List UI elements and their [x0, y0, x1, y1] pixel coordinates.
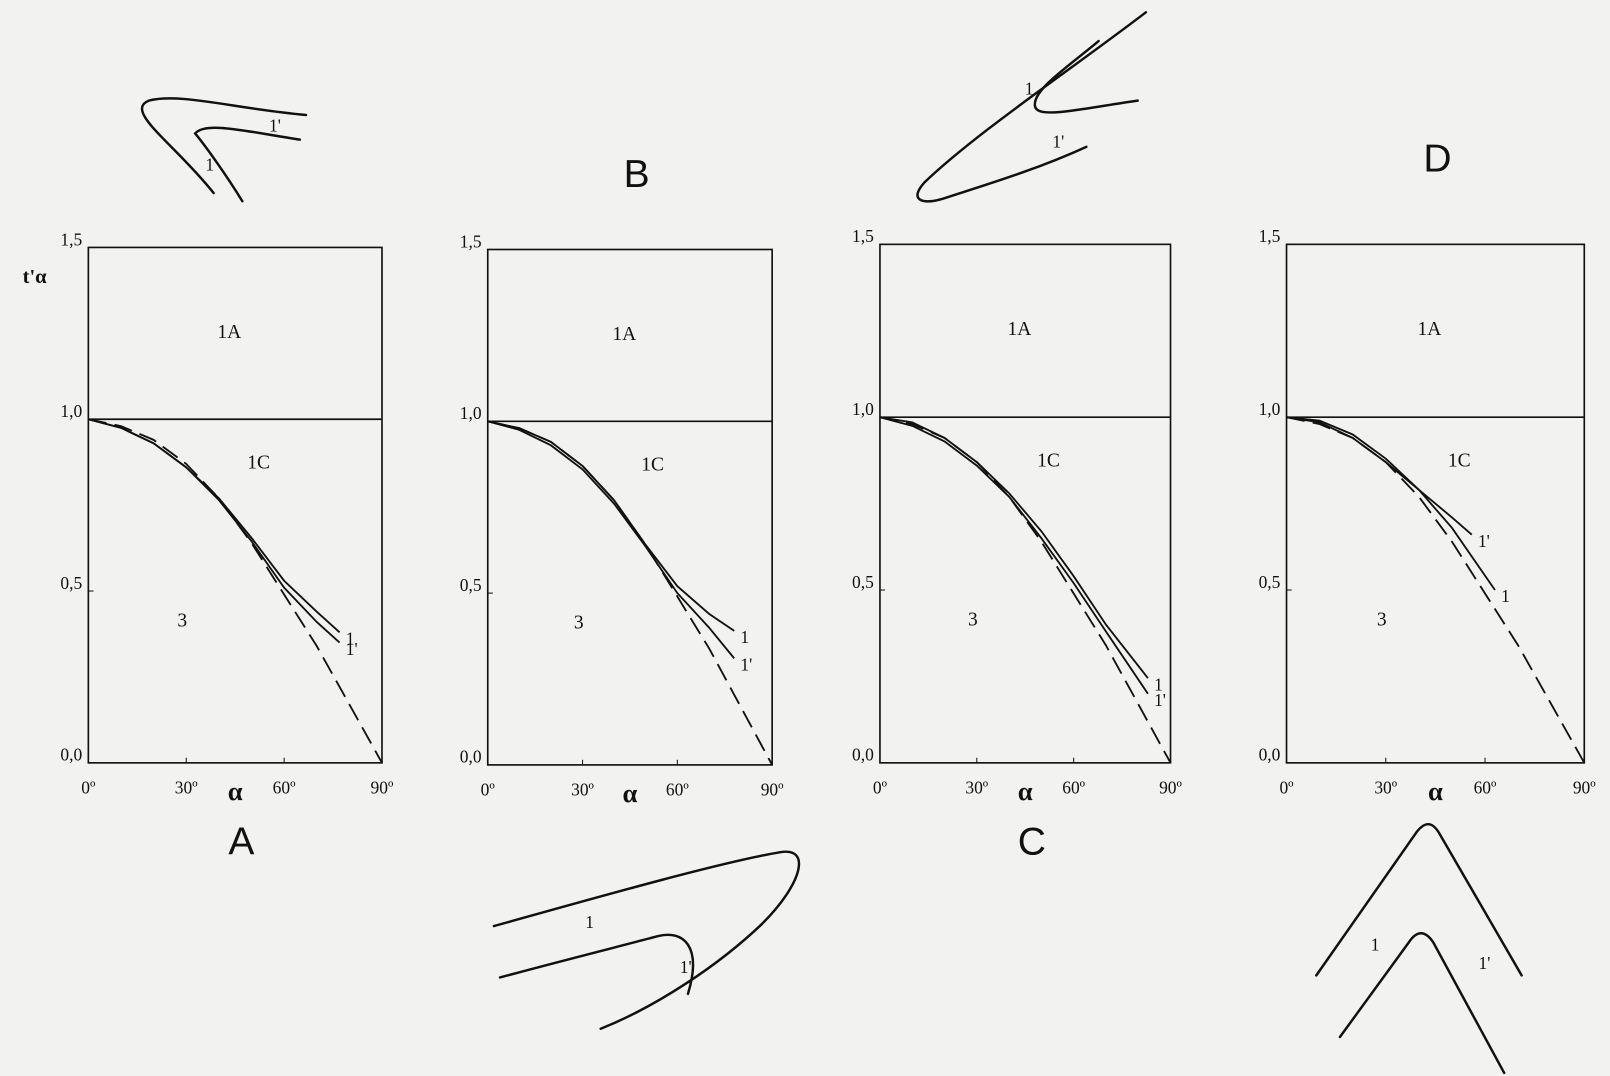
fold-diagram-d: 1 1'	[1315, 822, 1523, 1075]
x-tick-label: 60º	[666, 780, 689, 800]
y-tick-label: 1,0	[460, 403, 482, 423]
x-axis-label: α	[228, 776, 243, 806]
fold-diagram-b: 1 1'	[492, 850, 801, 1031]
series-label: 1	[1501, 586, 1510, 606]
panel: D 0,0 0,5 1,0 1,5 0º 30º 60º 90º α 1A 1C 3 1 1'	[1259, 138, 1597, 806]
region-label: 1A	[1418, 319, 1442, 340]
x-tick-label: 0º	[481, 780, 496, 800]
x-tick-label: 90º	[761, 780, 784, 800]
y-tick-label: 1,5	[852, 226, 874, 246]
line	[88, 418, 341, 644]
x-tick-label: 60º	[273, 778, 296, 798]
y-tick-label: 0,0	[60, 745, 82, 765]
region-label: 1A	[217, 322, 241, 343]
panel-title: A	[228, 820, 254, 863]
x-tick-label: 0º	[81, 778, 96, 798]
y-tick-label: 0,5	[60, 573, 82, 593]
panel-title: D	[1423, 138, 1451, 181]
fold-label: 1'	[1479, 953, 1491, 973]
region-label: 1A	[612, 324, 636, 345]
panel: A 0,0 0,5 1,0 1,5 0º 30º 60º 90º α t'α 1A 1C 3 11'	[23, 229, 394, 863]
x-tick-label: 0º	[873, 778, 888, 798]
panel-title: C	[1018, 820, 1046, 863]
y-tick-label: 1,5	[460, 231, 482, 251]
x-axis-label: α	[1018, 776, 1033, 806]
region-label: 1A	[1007, 319, 1031, 340]
line	[1286, 416, 1496, 591]
series-label: 1'	[1478, 531, 1490, 551]
fold-diagram-c: 1 1'	[916, 11, 1148, 203]
line	[487, 420, 735, 659]
region-label: 1C	[247, 452, 270, 473]
y-tick-label: 1,5	[60, 229, 82, 249]
region-label: 3	[1377, 610, 1387, 631]
fold-label: 1'	[680, 957, 692, 977]
y-tick-label: 1,5	[1259, 226, 1281, 246]
region-label: 3	[968, 610, 978, 631]
region-label: 3	[574, 612, 584, 633]
fold-label: 1	[205, 154, 214, 174]
x-tick-label: 30º	[1374, 778, 1397, 798]
series-label: 1'	[740, 655, 752, 675]
region-label: 3	[177, 610, 187, 631]
line	[879, 416, 1149, 679]
x-tick-label: 60º	[1474, 778, 1497, 798]
y-tick-label: 0,5	[460, 575, 482, 595]
y-tick-label: 1,0	[1259, 399, 1281, 419]
series-label: 1	[1154, 674, 1163, 694]
y-tick-label: 0,0	[1259, 745, 1281, 765]
panel: C 0,0 0,5 1,0 1,5 0º 30º 60º 90º α 1A 1C 3 11'	[852, 226, 1183, 863]
fold-diagram-a: 1' 1	[140, 97, 308, 203]
x-tick-label: 30º	[571, 780, 594, 800]
x-axis-label: α	[622, 778, 637, 808]
region-label: 1C	[641, 454, 664, 475]
x-tick-label: 60º	[1062, 778, 1085, 798]
fold-label: 1	[1025, 78, 1034, 98]
plot-frame	[87, 246, 383, 764]
x-tick-label: 90º	[1159, 778, 1182, 798]
fold-label: 1'	[269, 115, 281, 135]
line	[879, 416, 1149, 695]
x-tick-label: 0º	[1279, 778, 1294, 798]
region-label: 1C	[1448, 451, 1471, 472]
plot-frame	[486, 248, 773, 766]
y-tick-label: 0,5	[852, 572, 874, 592]
fold-label: 1	[585, 912, 594, 932]
series-label: 1	[740, 627, 749, 647]
series-label: 1	[346, 628, 355, 648]
x-tick-label: 90º	[371, 778, 394, 798]
x-tick-label: 30º	[965, 778, 988, 798]
region-label: 1C	[1037, 451, 1060, 472]
dashed-line	[487, 420, 773, 766]
series-label: 1'	[346, 639, 358, 659]
y-tick-label: 1,0	[852, 399, 874, 419]
y-tick-label: 0,0	[460, 747, 482, 767]
panel: B 0,0 0,5 1,0 1,5 0º 30º 60º 90º α 1A 1C 3 1 1'	[460, 153, 784, 808]
y-tick-label: 0,0	[852, 745, 874, 765]
y-tick-label: 1,0	[60, 401, 82, 421]
fold-label: 1'	[1052, 132, 1064, 152]
x-tick-label: 90º	[1573, 778, 1596, 798]
series-label: 1'	[1154, 690, 1166, 710]
plot-frame	[879, 243, 1172, 764]
y-axis-label: t'α	[23, 266, 48, 288]
fold-label: 1	[1371, 935, 1380, 955]
y-tick-label: 0,5	[1259, 572, 1281, 592]
x-tick-label: 30º	[175, 778, 198, 798]
x-axis-label: α	[1428, 776, 1443, 806]
plot-frame	[1285, 243, 1586, 764]
panel-title: B	[624, 153, 650, 196]
